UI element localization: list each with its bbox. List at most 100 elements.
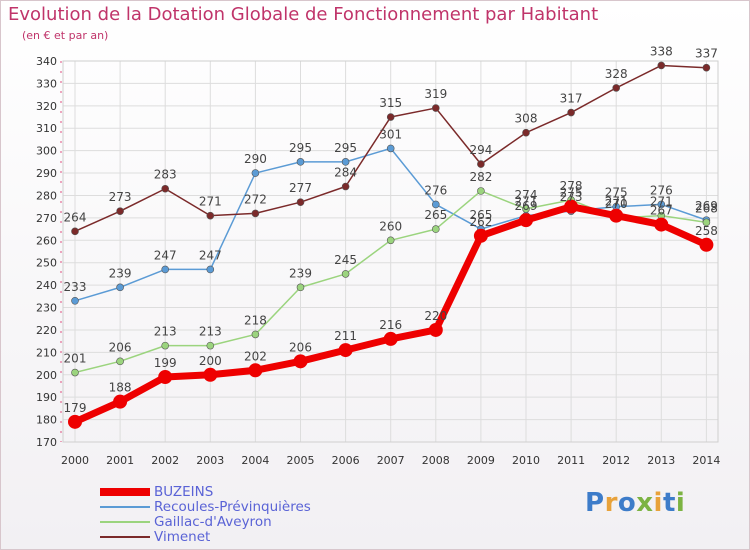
data-point — [71, 368, 79, 377]
data-label: 239 — [289, 266, 312, 280]
data-point — [564, 199, 579, 214]
x-tick-label: 2002 — [151, 454, 179, 467]
data-point — [113, 394, 128, 409]
data-point — [609, 208, 624, 223]
data-label: 260 — [379, 219, 402, 233]
y-tick-label: 310 — [36, 122, 57, 135]
chart-subtitle: (en € et par an) — [22, 29, 109, 42]
logo-letter: r — [604, 488, 618, 518]
data-point — [386, 236, 395, 245]
y-tick-label: 330 — [36, 77, 57, 90]
y-tick-label: 210 — [36, 346, 57, 359]
data-label: 328 — [605, 67, 628, 81]
data-point — [251, 209, 260, 218]
data-label: 188 — [109, 381, 132, 395]
y-tick-label: 300 — [36, 145, 57, 158]
logo-letter: o — [617, 488, 637, 518]
data-point — [206, 265, 215, 274]
data-label: 315 — [379, 96, 402, 110]
data-label: 265 — [424, 208, 447, 222]
x-tick-label: 2003 — [196, 454, 224, 467]
data-point — [161, 341, 169, 350]
y-tick-label: 340 — [36, 55, 57, 68]
data-label: 273 — [560, 190, 583, 204]
data-label: 206 — [289, 340, 312, 354]
data-point — [68, 414, 82, 429]
data-label: 264 — [64, 210, 87, 224]
data-point — [161, 265, 169, 274]
data-point — [338, 343, 353, 358]
data-point — [657, 200, 666, 209]
y-tick-label: 260 — [36, 234, 57, 247]
y-tick-label: 170 — [36, 436, 57, 449]
y-tick-label: 200 — [36, 369, 57, 382]
data-label: 319 — [424, 87, 447, 101]
y-tick-label: 240 — [36, 279, 57, 292]
data-label: 282 — [469, 170, 492, 184]
y-tick-label: 270 — [36, 212, 57, 225]
legend-swatch-buzeins — [100, 488, 150, 496]
data-point — [519, 213, 533, 228]
data-point — [386, 144, 395, 153]
data-label: 265 — [469, 208, 492, 222]
data-label: 200 — [199, 354, 222, 368]
data-label: 271 — [605, 195, 628, 209]
data-label: 337 — [695, 47, 718, 61]
data-label: 295 — [289, 141, 312, 155]
data-point — [341, 182, 350, 191]
data-label: 267 — [650, 204, 673, 218]
data-point — [341, 158, 350, 166]
data-point — [477, 160, 485, 168]
data-point — [431, 225, 440, 233]
y-tick-label: 290 — [36, 167, 57, 180]
y-tick-label: 230 — [36, 302, 57, 315]
data-point — [296, 283, 305, 292]
data-label: 268 — [695, 201, 718, 215]
legend-label-recoules: Recoules-Prévinquières — [154, 499, 311, 515]
legend-swatch-vimenet — [100, 536, 150, 538]
data-label: 278 — [560, 179, 583, 193]
legend-label-vimenet: Vimenet — [154, 529, 211, 545]
legend-swatch-gaillac — [100, 521, 150, 523]
y-tick-label: 250 — [36, 257, 57, 270]
y-tick-label: 180 — [36, 414, 57, 427]
data-label: 276 — [424, 183, 447, 197]
x-tick-label: 2000 — [61, 454, 89, 467]
data-point — [251, 330, 260, 339]
data-label: 275 — [605, 186, 628, 200]
data-point — [71, 227, 79, 236]
data-label: 201 — [64, 352, 87, 366]
data-label: 276 — [650, 183, 673, 197]
x-tick-label: 2005 — [287, 454, 315, 467]
data-point — [428, 322, 443, 337]
data-point — [248, 363, 263, 378]
data-label: 270 — [605, 197, 628, 211]
legend-swatch-recoules — [100, 506, 150, 508]
x-tick-label: 2006 — [332, 454, 360, 467]
logo-letter: i — [653, 488, 663, 518]
data-label: 284 — [334, 166, 357, 180]
proxiti-logo: Proxiti — [585, 488, 685, 518]
data-point — [383, 331, 398, 346]
logo-letter: x — [636, 488, 654, 518]
data-point — [296, 158, 305, 166]
y-tick-label: 320 — [36, 100, 57, 113]
data-point — [206, 341, 215, 350]
x-tick-label: 2010 — [512, 454, 540, 467]
x-tick-label: 2001 — [106, 454, 134, 467]
data-point — [161, 184, 169, 193]
data-label: 269 — [695, 199, 718, 213]
logo-letter: t — [662, 488, 676, 518]
data-point — [296, 198, 305, 206]
data-label: 308 — [515, 112, 538, 126]
data-label: 277 — [289, 181, 312, 195]
data-point — [654, 217, 669, 232]
data-label: 179 — [64, 401, 87, 415]
data-label: 272 — [244, 192, 267, 206]
data-point — [206, 211, 215, 220]
data-label: 220 — [424, 309, 447, 323]
data-point — [71, 297, 79, 305]
data-point — [158, 370, 173, 385]
